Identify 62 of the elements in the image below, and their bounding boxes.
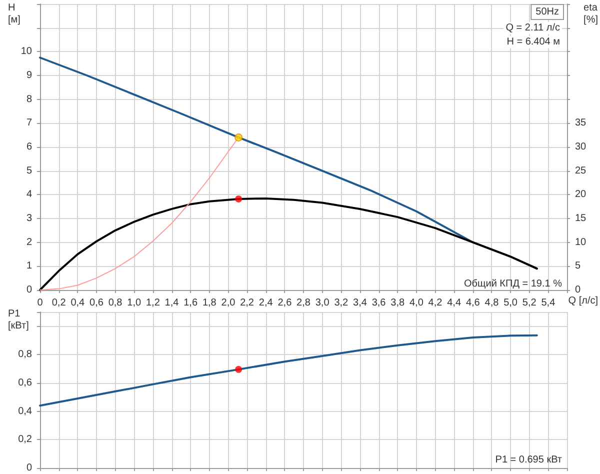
y2-tick-label: 25 [575, 165, 587, 176]
y2-tick-label: 20 [575, 189, 587, 200]
x-tick-label: 4,4 [447, 298, 462, 308]
x-tick-label: 4,8 [484, 298, 500, 308]
y2-tick-label: 15 [575, 213, 587, 224]
y-tick-label: 7 [26, 118, 32, 129]
x-tick-label: 5,0 [504, 298, 518, 308]
x-tick-label: 0,8 [108, 298, 123, 308]
annotation: H = 6.404 м [506, 36, 560, 48]
x-tick-label: 2,0 [221, 298, 236, 308]
x-tick-label: 3,0 [315, 298, 330, 308]
y-tick-label: 8 [26, 94, 32, 105]
y2-tick-label: 0 [575, 284, 581, 296]
annotation: Общий КПД = 19.1 % [464, 278, 562, 290]
x-tick-label: 0,2 [52, 298, 66, 308]
y2-axis-title: eta [%] [584, 2, 598, 26]
y-tick-label: 0 [26, 462, 32, 474]
x-tick-label: 5,2 [522, 298, 537, 308]
x-tick-label: 4,6 [466, 298, 480, 308]
y-tick-label: 6 [26, 142, 32, 152]
x-tick-label: 1,6 [184, 298, 198, 308]
y-tick-label: 0,6 [18, 377, 32, 388]
x-tick-label: 0 [37, 298, 44, 308]
y-tick-label: 0 [26, 284, 32, 296]
annotation: P1 = 0.695 кВт [495, 454, 562, 466]
y2-tick-label: 10 [575, 236, 587, 248]
annotation: Q = 2.11 л/с [506, 22, 560, 34]
x-tick-label: 1,0 [127, 298, 142, 308]
y-axis-title: P1 [кВт] [8, 308, 30, 332]
line-series [39, 334, 538, 407]
x-tick-label: 2,6 [278, 298, 292, 308]
y-tick-label: 0,4 [18, 406, 32, 417]
annotation: 50Hz [536, 6, 560, 18]
x-tick-label: 4,2 [428, 298, 443, 308]
x-tick-label: 2,4 [258, 298, 274, 308]
x-tick-label: 2,2 [240, 298, 254, 308]
y2-tick-label: 5 [575, 260, 581, 272]
x-tick-label: 1,8 [202, 298, 217, 308]
x-tick-label: 0,4 [70, 298, 86, 308]
x-tick-label: 0,6 [90, 298, 104, 308]
x-axis-title: Q [л/с] [568, 296, 598, 306]
y-tick-label: 2 [26, 236, 32, 248]
y-tick-label: 9 [26, 70, 32, 81]
x-tick-label: 3,6 [372, 298, 386, 308]
y-tick-label: 10 [20, 46, 32, 58]
y-tick-label: 0,8 [18, 349, 32, 360]
y-tick-label: 1 [26, 260, 32, 272]
x-tick-label: 3,4 [353, 298, 368, 308]
y2-tick-label: 30 [575, 142, 587, 152]
y-tick-label: 5 [26, 165, 32, 176]
x-tick-label: 1,2 [146, 298, 160, 308]
x-tick-label: 3,8 [390, 298, 405, 308]
y2-tick-label: 35 [575, 118, 587, 129]
y-tick-label: 3 [26, 213, 32, 224]
x-tick-label: 2,8 [296, 298, 311, 308]
x-tick-label: 4,0 [409, 298, 424, 308]
x-tick-label: 1,4 [164, 298, 180, 308]
x-tick-label: 5,4 [541, 298, 556, 308]
y-tick-label: 4 [26, 189, 32, 200]
y-tick-label: 0,2 [18, 434, 32, 446]
y-axis-title: H [м] [8, 2, 21, 26]
x-tick-label: 3,2 [334, 298, 349, 308]
